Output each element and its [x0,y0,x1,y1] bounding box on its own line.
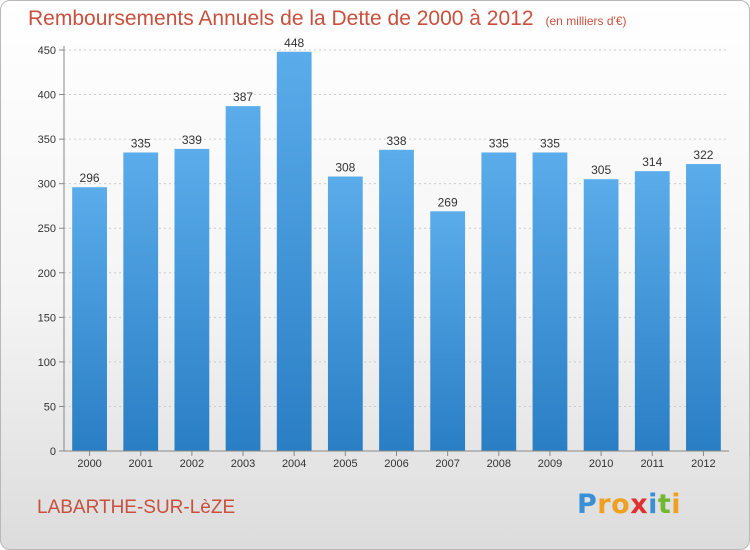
value-labels: 296 335 339 387 448 308 338 269 335 335 305 314 322 [80,36,714,210]
y-tick-label: 150 [38,312,56,324]
x-tick-label: 2006 [384,458,408,470]
chart-unit: (en milliers d'€) [545,14,627,28]
brand-letter: P [577,489,598,520]
value-label: 269 [438,195,458,209]
value-label: 308 [335,161,355,175]
x-tick-label: 2012 [691,458,715,470]
bars [72,51,721,456]
value-label: 335 [131,136,151,150]
x-tick-label: 2001 [128,458,152,470]
brand-letter: i [648,489,658,520]
x-tick-label: 2002 [180,458,204,470]
bar [123,152,159,451]
bar [532,152,568,451]
bar [379,149,414,451]
y-tick-label: 450 [38,45,56,57]
value-label: 322 [693,148,713,162]
bar [686,164,721,451]
x-tick-label: 2011 [640,458,664,470]
y-tick-label: 50 [44,401,56,413]
x-tick-label: 2009 [538,458,562,470]
bar [583,179,619,451]
value-label: 296 [80,171,100,185]
brand-letter: x [630,489,649,520]
axes [63,46,729,452]
value-label: 387 [233,90,253,104]
town-name: LABARTHE-SUR-LèZE [37,497,236,518]
y-tick-labels: 0 50 100 150 200 250 300 350 400 450 [38,45,56,458]
y-tick-label: 350 [38,134,56,146]
bar [327,176,363,451]
bar [174,148,210,451]
y-tick-label: 0 [50,446,56,458]
y-tick-label: 200 [38,268,56,280]
chart-title: Remboursements Annuels de la Dette de 20… [28,7,627,31]
chart-title-text: Remboursements Annuels de la Dette de 20… [28,7,534,30]
y-tick-label: 300 [38,179,56,191]
y-tick-label: 250 [38,223,56,235]
brand-logo: Proxiti [577,489,681,520]
bar [481,152,517,451]
bar [72,187,107,451]
value-label: 448 [284,36,304,50]
brand-letter: o [611,489,631,520]
value-label: 314 [642,155,662,169]
brand-letter: i [671,489,682,520]
x-tick-label: 2005 [333,458,357,470]
x-tick-label: 2008 [487,458,511,470]
y-tick-label: 400 [38,90,56,102]
x-tick-labels: 2000 2001 2002 2003 2004 2005 2006 2007 2008 2009… [77,458,715,470]
y-tick-label: 100 [38,357,56,369]
bar [430,211,466,451]
x-tick-label: 2000 [77,458,101,470]
x-tick-label: 2010 [589,458,613,470]
value-label: 338 [386,134,406,148]
x-tick-label: 2003 [231,458,255,470]
x-tick-label: 2004 [282,458,306,470]
bar [276,51,312,451]
brand-letter: r [597,489,612,520]
brand-letter: t [657,489,672,520]
value-label: 339 [182,133,202,147]
value-label: 335 [489,136,509,150]
bar [225,106,261,451]
value-label: 335 [540,136,560,150]
x-tick-label: 2007 [435,458,459,470]
value-label: 305 [591,163,611,177]
bar [634,171,670,452]
